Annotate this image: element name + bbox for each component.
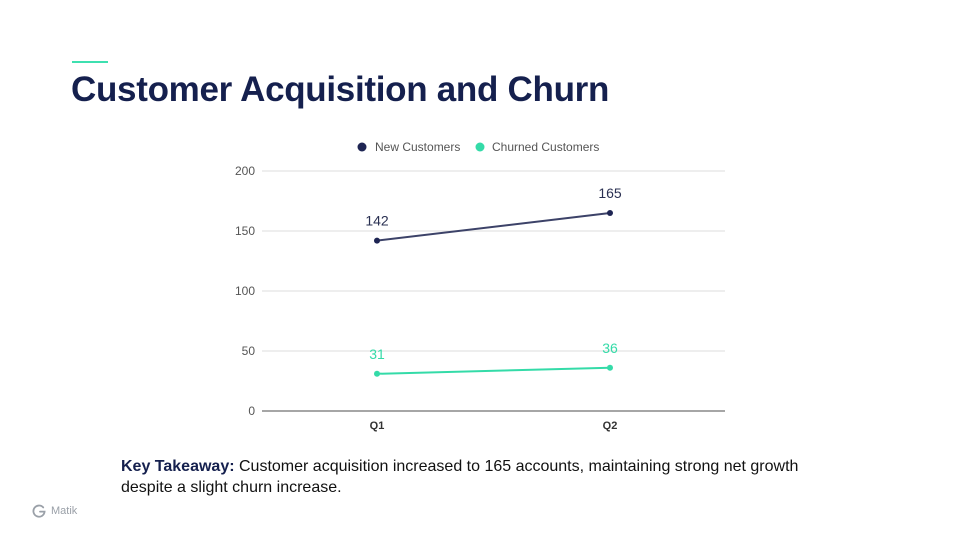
x-tick-label: Q1	[370, 420, 385, 432]
brand-name: Matik	[51, 505, 78, 517]
y-tick-label: 150	[235, 224, 255, 238]
data-point	[374, 237, 380, 244]
chart-axes: 0 50 100 150 200 Q1 Q2	[235, 164, 725, 432]
y-tick-label: 100	[235, 284, 255, 298]
data-point	[374, 370, 380, 377]
legend-label: Churned Customers	[492, 140, 599, 154]
x-tick-label: Q2	[603, 420, 618, 432]
data-point	[607, 364, 613, 371]
legend-marker	[475, 142, 485, 152]
key-takeaway-text: Customer acquisition increased to 165 ac…	[121, 458, 799, 496]
chart-series: 142 165 31 36	[365, 185, 622, 377]
y-tick-label: 0	[248, 404, 255, 418]
data-point	[607, 210, 613, 216]
page-title: Customer Acquisition and Churn	[71, 70, 610, 109]
matik-logo-icon	[31, 503, 47, 519]
brand-footer: Matik	[31, 503, 77, 519]
legend-marker	[357, 142, 367, 152]
data-label: 142	[365, 213, 389, 229]
chart-gridlines	[262, 170, 725, 352]
title-accent-line	[72, 61, 108, 63]
legend-label: New Customers	[375, 140, 460, 154]
series-line	[376, 212, 611, 242]
y-tick-label: 200	[235, 164, 255, 178]
chart-legend: New Customers Churned Customers	[357, 140, 599, 154]
data-label: 36	[602, 340, 618, 356]
key-takeaway: Key Takeaway: Customer acquisition incre…	[121, 456, 841, 498]
series-line	[376, 366, 611, 375]
y-tick-label: 50	[242, 344, 256, 358]
data-label: 31	[369, 346, 385, 362]
data-label: 165	[598, 185, 622, 201]
key-takeaway-label: Key Takeaway:	[121, 458, 235, 475]
